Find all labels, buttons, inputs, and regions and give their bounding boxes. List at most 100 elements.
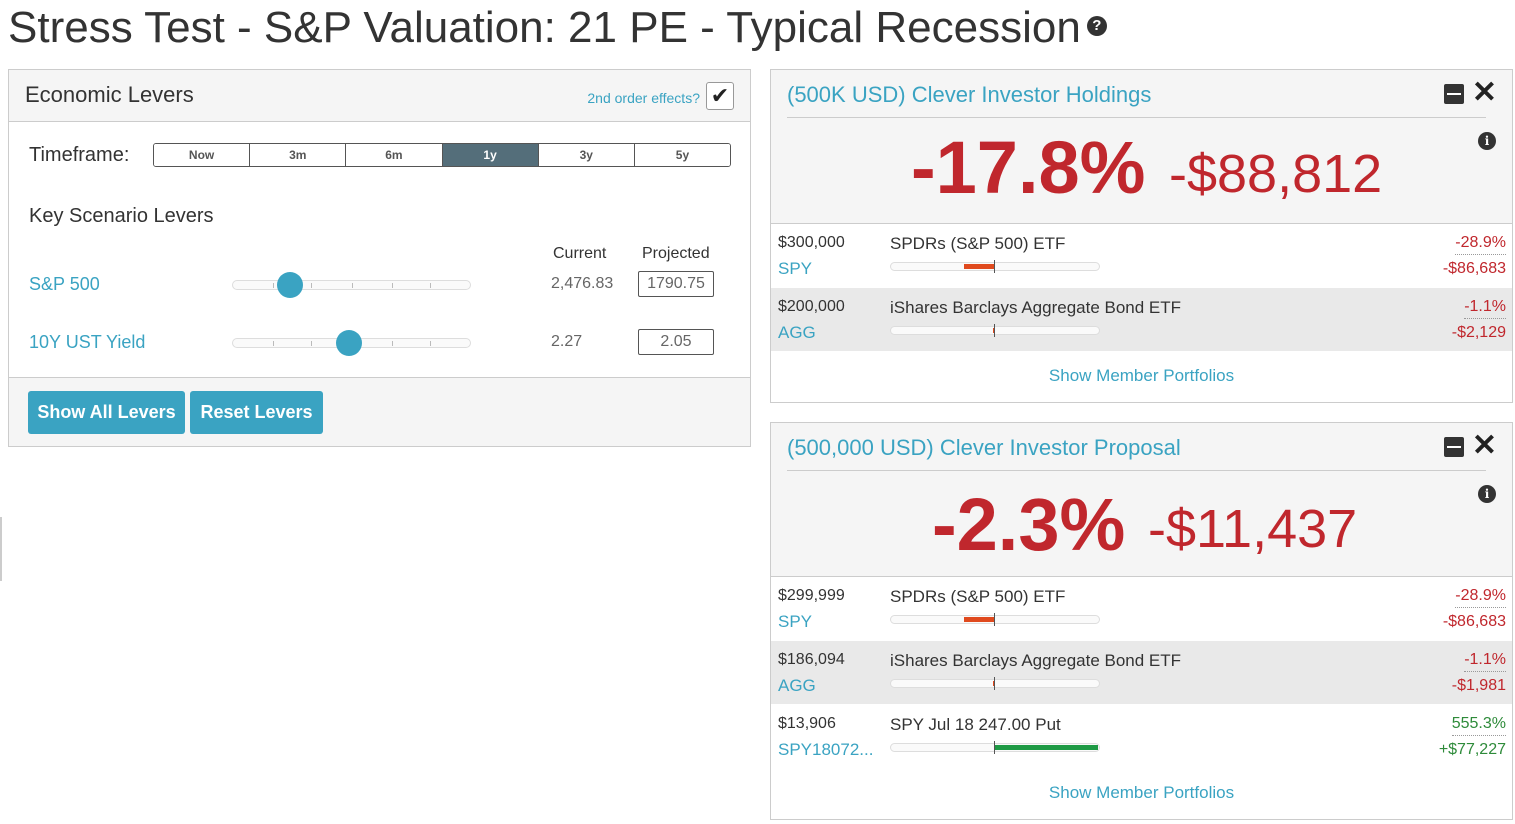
lever-current-value: 2,476.83	[551, 275, 614, 292]
slider-thumb[interactable]	[276, 272, 303, 298]
holding-change-percent: -1.1%	[1464, 651, 1506, 672]
portfolio-change-amount: -$11,437	[1148, 499, 1358, 559]
holding-change-amount: -$2,129	[1451, 324, 1506, 341]
holding-ticker[interactable]: AGG	[778, 323, 816, 342]
question-circle-icon[interactable]: ?	[1086, 16, 1107, 37]
holding-row: $13,906 SPY18072... SPY Jul 18 247.00 Put 5…	[771, 705, 1512, 769]
holding-change-percent: -28.9%	[1455, 587, 1506, 608]
page-title: Stress Test - S&P Valuation: 21 PE - Typ…	[8, 2, 1107, 54]
slider-thumb[interactable]	[336, 330, 363, 356]
holding-name: iShares Barclays Aggregate Bond ETF	[890, 298, 1182, 317]
lever-slider[interactable]	[232, 330, 471, 356]
holding-change-amount: -$86,683	[1442, 260, 1506, 277]
holding-value: $300,000	[778, 234, 845, 251]
card-title[interactable]: (500K USD) Clever Investor Holdings	[787, 82, 1152, 107]
holding-value: $200,000	[778, 298, 845, 315]
minimize-icon[interactable]	[1444, 437, 1464, 457]
holding-ticker[interactable]: SPY	[778, 612, 813, 631]
show-member-portfolios-link[interactable]: Show Member Portfolios	[1048, 783, 1235, 802]
holding-change-bar	[890, 677, 1100, 690]
info-icon[interactable]: i	[1478, 485, 1496, 503]
holding-ticker[interactable]: SPY18072...	[778, 740, 874, 759]
slider-tick	[391, 341, 393, 346]
slider-tick	[273, 283, 275, 288]
holding-row: $186,094 AGG iShares Barclays Aggregate Bo…	[771, 641, 1512, 705]
holding-change-bar	[890, 324, 1100, 337]
timeframe-6m[interactable]: 6m	[346, 144, 443, 166]
lever-slider[interactable]	[232, 272, 471, 298]
holding-bar-center	[994, 741, 995, 754]
reset-levers-button[interactable]: Reset Levers	[190, 391, 323, 434]
slider-tick	[273, 341, 275, 346]
portfolio-card: (500,000 USD) Clever Investor Proposal ✕ i…	[770, 422, 1513, 820]
edge-handle	[0, 517, 2, 581]
holding-bar-center	[994, 613, 995, 626]
portfolio-change-percent: -2.3%	[932, 483, 1126, 566]
timeframe-selector: Now 3m 6m 1y 3y 5y	[153, 143, 731, 167]
holding-name: SPDRs (S&P 500) ETF	[890, 234, 1066, 253]
holding-value: $13,906	[778, 715, 836, 732]
holding-row: $299,999 SPY SPDRs (S&P 500) ETF -28.9% -$86…	[771, 577, 1512, 641]
holding-name: SPY Jul 18 247.00 Put	[890, 715, 1061, 734]
column-header-current: Current	[553, 245, 607, 262]
lever-projected-input[interactable]: 2.05	[638, 329, 714, 355]
slider-tick	[391, 283, 393, 288]
timeframe-5y[interactable]: 5y	[634, 144, 730, 166]
holding-bar-center	[994, 677, 995, 690]
close-icon[interactable]: ✕	[1471, 76, 1497, 109]
minimize-icon[interactable]	[1444, 84, 1464, 104]
show-all-levers-button[interactable]: Show All Levers	[28, 391, 185, 434]
checkmark-icon: ✔	[710, 83, 730, 108]
lever-projected-input[interactable]: 1790.75	[638, 271, 714, 297]
holding-change-amount: +$77,227	[1438, 741, 1506, 758]
holding-name: SPDRs (S&P 500) ETF	[890, 587, 1066, 606]
timeframe-now[interactable]: Now	[154, 144, 251, 166]
slider-tick	[429, 283, 431, 288]
lever-label[interactable]: 10Y UST Yield	[29, 332, 146, 352]
holding-change-fill	[992, 681, 994, 686]
lever-label[interactable]: S&P 500	[29, 274, 100, 294]
lever-current-value: 2.27	[551, 333, 583, 350]
card-divider	[787, 117, 1486, 118]
holding-change-percent: -28.9%	[1455, 234, 1506, 255]
levers-title: Economic Levers	[25, 82, 194, 107]
holding-ticker[interactable]: AGG	[778, 676, 816, 695]
second-order-label[interactable]: 2nd order effects?	[587, 90, 700, 106]
card-footer: Show Member Portfolios	[771, 352, 1512, 402]
timeframe-1y[interactable]: 1y	[442, 144, 539, 166]
close-icon[interactable]: ✕	[1471, 429, 1497, 462]
holding-change-amount: -$86,683	[1442, 613, 1506, 630]
slider-tick	[311, 341, 313, 346]
levers-header: Economic Levers 2nd order effects? ✔	[9, 70, 750, 122]
holding-ticker[interactable]: SPY	[778, 259, 813, 278]
levers-footer: Show All Levers Reset Levers	[9, 377, 750, 446]
portfolio-card: (500K USD) Clever Investor Holdings ✕ i -17…	[770, 69, 1513, 403]
card-divider	[787, 470, 1486, 471]
timeframe-label: Timeframe:	[29, 144, 130, 166]
holding-value: $186,094	[778, 651, 845, 668]
slider-tick	[311, 283, 313, 288]
holding-change-fill	[992, 328, 994, 333]
holding-change-fill	[994, 745, 1098, 750]
holding-change-percent: 555.3%	[1451, 715, 1506, 736]
card-footer: Show Member Portfolios	[771, 769, 1512, 819]
second-order-checkbox[interactable]: ✔	[706, 82, 734, 110]
holding-row: $200,000 AGG iShares Barclays Aggregate Bo…	[771, 288, 1512, 352]
holding-value: $299,999	[778, 587, 845, 604]
holding-change-fill	[964, 617, 994, 622]
holding-change-bar	[890, 260, 1100, 273]
portfolio-change-percent: -17.8%	[911, 126, 1146, 209]
holding-change-bar	[890, 613, 1100, 626]
info-icon[interactable]: i	[1478, 132, 1496, 150]
holding-change-percent: -1.1%	[1464, 298, 1506, 319]
key-scenario-levers-title: Key Scenario Levers	[29, 205, 214, 227]
holding-row: $300,000 SPY SPDRs (S&P 500) ETF -28.9% -$86…	[771, 224, 1512, 288]
portfolio-change-amount: -$88,812	[1169, 144, 1383, 204]
timeframe-3m[interactable]: 3m	[250, 144, 347, 166]
timeframe-3y[interactable]: 3y	[538, 144, 635, 166]
slider-tick	[429, 341, 431, 346]
card-header: (500K USD) Clever Investor Holdings ✕ i -17…	[771, 70, 1512, 224]
show-member-portfolios-link[interactable]: Show Member Portfolios	[1048, 366, 1235, 385]
card-title[interactable]: (500,000 USD) Clever Investor Proposal	[787, 435, 1181, 460]
holding-bar-center	[994, 260, 995, 273]
